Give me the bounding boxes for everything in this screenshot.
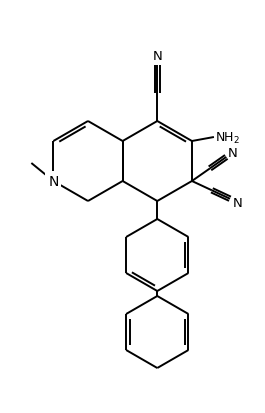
Text: N: N [48,175,59,189]
Text: N: N [232,196,242,209]
Text: N: N [152,50,162,63]
Text: NH$_2$: NH$_2$ [215,130,240,145]
Text: N: N [228,147,238,159]
